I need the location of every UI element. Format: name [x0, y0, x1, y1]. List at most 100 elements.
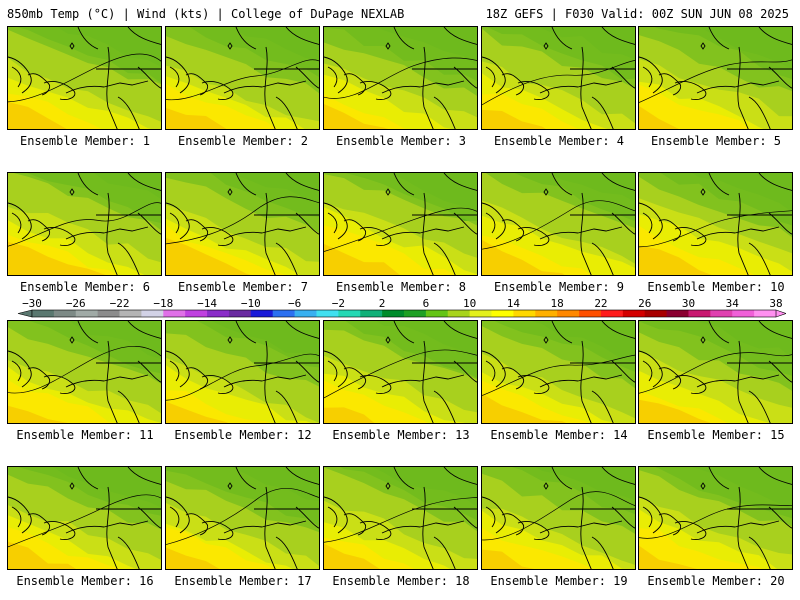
colorbar-tick-label: 2 — [379, 299, 386, 310]
coastline-outline — [8, 173, 161, 275]
colorbar-tick-label: 10 — [463, 299, 476, 310]
ensemble-map-panel — [323, 26, 478, 130]
coastline-outline — [639, 27, 792, 129]
colorbar-swatch — [250, 310, 274, 317]
colorbar-swatch — [316, 310, 339, 317]
temperature-field — [485, 173, 635, 229]
wind-contour — [324, 496, 477, 543]
colorbar-tick-label: −2 — [332, 299, 345, 310]
wind-contour — [8, 202, 161, 247]
colorbar-swatch — [228, 310, 252, 317]
colorbar-tick-label: 6 — [423, 299, 430, 310]
colorbar-swatch — [119, 310, 142, 317]
colorbar-tick-label: 30 — [682, 299, 695, 310]
wind-contour — [8, 53, 161, 103]
temperature-field — [166, 401, 229, 423]
ensemble-member-label: Ensemble Member: 5 — [650, 134, 782, 148]
temperature-field — [482, 321, 635, 389]
colorbar-swatch — [163, 310, 186, 317]
wind-contour — [8, 346, 161, 394]
temperature-field — [639, 84, 750, 129]
colorbar-swatch — [710, 310, 733, 317]
ensemble-map-panel — [481, 26, 636, 130]
temperature-field — [8, 321, 161, 384]
coastline-outline — [166, 321, 319, 423]
wind-contour — [639, 352, 792, 394]
coastline-outline — [324, 321, 477, 423]
ensemble-member-label: Ensemble Member: 20 — [647, 574, 785, 588]
temperature-field — [639, 399, 711, 423]
temperature-field — [639, 173, 792, 238]
wind-contour — [482, 60, 635, 106]
colorbar-tick-label: −6 — [288, 299, 301, 310]
colorbar-swatch — [491, 310, 514, 317]
colorbar-swatch — [425, 310, 449, 317]
colorbar-tick-label: −14 — [197, 299, 217, 310]
coastline-outline — [482, 27, 635, 129]
colorbar-swatch — [53, 310, 77, 317]
colorbar-tick-label: −18 — [153, 299, 173, 310]
temperature-field — [482, 109, 546, 129]
ensemble-member-label: Ensemble Member: 1 — [19, 134, 151, 148]
ensemble-map-panel — [323, 320, 478, 424]
coastline-outline — [639, 321, 792, 423]
temperature-field — [639, 245, 712, 275]
wind-contour — [324, 349, 477, 399]
ensemble-map-panel — [165, 172, 320, 276]
ensemble-member-label: Ensemble Member: 15 — [647, 428, 785, 442]
colorbar-swatch — [185, 310, 208, 317]
colorbar-swatch — [32, 310, 55, 317]
temperature-field — [324, 173, 477, 226]
ensemble-member-label: Ensemble Member: 17 — [174, 574, 312, 588]
ensemble-member-label: Ensemble Member: 4 — [493, 134, 625, 148]
temperature-colorbar: −30 −26 −22 −18 −14 −10 −6 −2 2 6 10 14 18 22 26 30 34 38… — [17, 299, 786, 318]
temperature-field — [166, 173, 319, 233]
coastline-outline — [324, 27, 477, 129]
coastline-outline — [639, 467, 792, 569]
coastline-outline — [324, 173, 477, 275]
coastline-outline — [324, 467, 477, 569]
ensemble-member-label: Ensemble Member: 10 — [647, 280, 785, 294]
temperature-field — [166, 27, 319, 94]
coastline-outline — [8, 27, 161, 129]
coastline-outline — [166, 27, 319, 129]
coastline-outline — [482, 173, 635, 275]
temperature-field — [166, 237, 251, 275]
wind-contour — [166, 196, 319, 245]
ensemble-member-label: Ensemble Member: 7 — [177, 280, 309, 294]
colorbar-swatch — [622, 310, 646, 317]
colorbar-swatch — [557, 310, 580, 317]
colorbar-swatch — [404, 310, 427, 317]
ensemble-member-label: Ensemble Member: 12 — [174, 428, 312, 442]
colorbar-swatch — [644, 310, 667, 317]
temperature-field — [8, 405, 68, 423]
colorbar-swatch — [382, 310, 405, 317]
temperature-field — [482, 239, 565, 275]
colorbar-swatch — [360, 310, 383, 317]
colorbar-tick-label: −26 — [66, 299, 86, 310]
wind-contour — [166, 353, 319, 401]
colorbar-swatch — [579, 310, 602, 317]
colorbar-swatch — [97, 310, 120, 317]
wind-contour — [166, 488, 319, 545]
colorbar-swatch — [75, 310, 99, 317]
temperature-field — [166, 107, 227, 129]
ensemble-map-panel — [7, 172, 162, 276]
colorbar-swatch — [513, 310, 536, 317]
ensemble-map-panel — [638, 172, 793, 276]
wind-contour — [482, 491, 635, 541]
wind-contour — [166, 59, 319, 101]
colorbar-swatch — [447, 310, 471, 317]
coastline-outline — [482, 321, 635, 423]
temperature-field — [482, 467, 635, 534]
wind-contour — [324, 57, 477, 99]
temperature-field — [639, 105, 679, 129]
ensemble-map-panel — [638, 320, 793, 424]
coastline-outline — [639, 173, 792, 275]
wind-contour — [324, 207, 477, 252]
ensemble-member-label: Ensemble Member: 19 — [490, 574, 628, 588]
wind-contour — [482, 354, 635, 396]
temperature-field — [8, 467, 161, 530]
colorbar-swatch — [732, 310, 755, 317]
temperature-field — [8, 27, 161, 85]
